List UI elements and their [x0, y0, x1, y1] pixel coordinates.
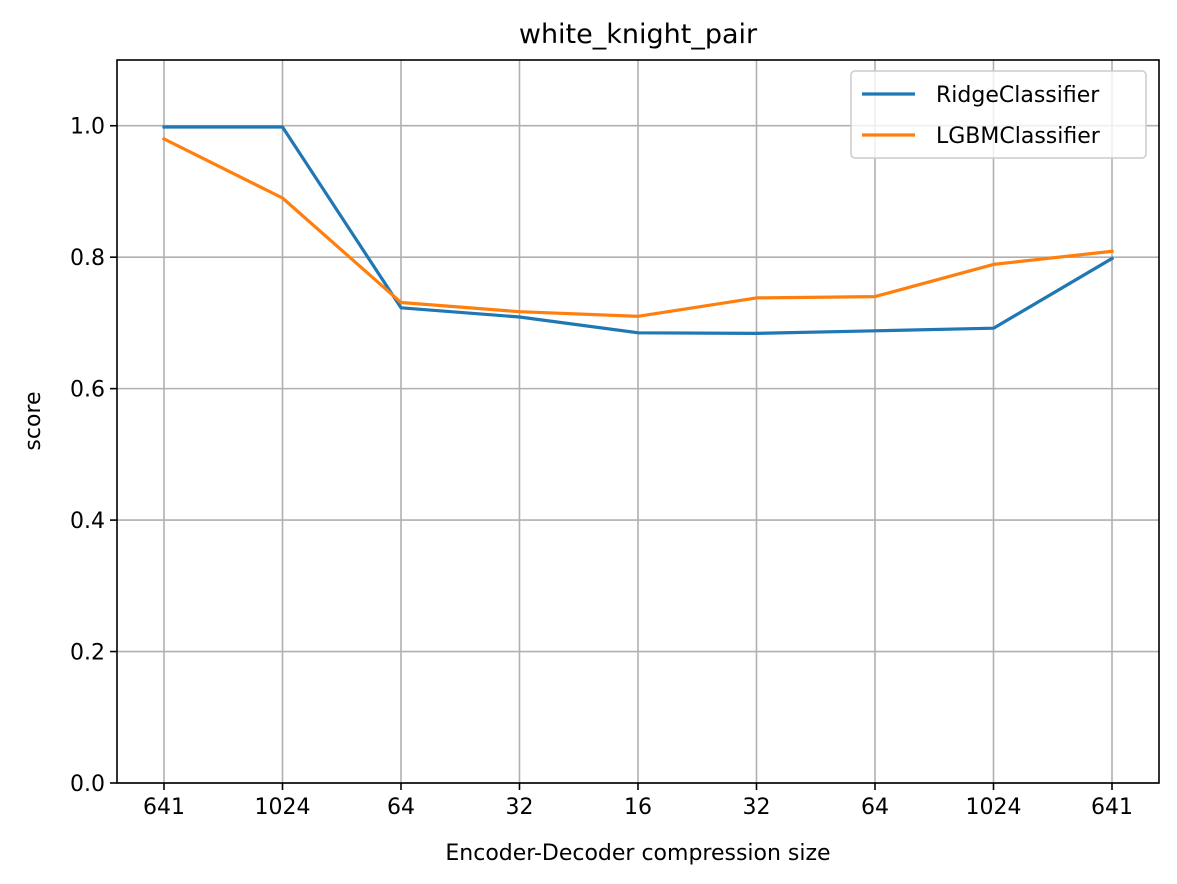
y-tick-label: 0.2	[70, 641, 105, 666]
series-layer	[161, 125, 1115, 335]
y-tick-label: 0.8	[70, 246, 105, 271]
x-tick: 16	[624, 783, 652, 820]
x-tick-label: 1024	[966, 795, 1022, 820]
x-tick: 641	[143, 783, 185, 820]
x-tick: 641	[1091, 783, 1133, 820]
x-axis-label: Encoder-Decoder compression size	[445, 841, 830, 866]
x-tick-label: 32	[506, 795, 534, 820]
y-tick-label: 1.0	[70, 115, 105, 140]
x-tick-label: 1024	[255, 795, 311, 820]
x-axis-ticks: 641 1024 64 32 16 32 64 1024 641	[143, 783, 1133, 820]
legend-label: LGBMClassifier	[936, 124, 1101, 149]
legend-label: RidgeClassifier	[936, 83, 1100, 108]
x-tick-label: 64	[387, 795, 415, 820]
y-tick: 0.0	[70, 772, 117, 797]
x-tick: 32	[743, 783, 771, 820]
series-line-ridgeclassifier	[162, 125, 1115, 335]
series-line-lgbmclassifier	[161, 136, 1114, 318]
x-tick: 32	[506, 783, 534, 820]
legend: RidgeClassifier LGBMClassifier	[850, 70, 1147, 159]
y-tick: 0.4	[70, 509, 117, 534]
legend-item: RidgeClassifier	[862, 83, 1100, 108]
y-tick-label: 0.0	[70, 772, 105, 797]
y-tick-label: 0.4	[70, 509, 105, 534]
y-tick-label: 0.6	[70, 378, 105, 403]
x-tick-label: 641	[143, 795, 185, 820]
y-tick: 1.0	[70, 115, 117, 140]
x-tick: 1024	[966, 783, 1022, 820]
x-tick-label: 16	[624, 795, 652, 820]
chart-title: white_knight_pair	[519, 19, 758, 50]
x-tick-label: 641	[1091, 795, 1133, 820]
legend-box	[850, 70, 1147, 159]
x-tick-label: 32	[743, 795, 771, 820]
y-axis-ticks: 0.0 0.2 0.4 0.6 0.8 1.0	[70, 115, 117, 797]
y-tick: 0.2	[70, 641, 117, 666]
y-axis-label: score	[21, 391, 46, 450]
y-tick: 0.8	[70, 246, 117, 271]
x-tick: 64	[387, 783, 415, 820]
x-tick: 64	[861, 783, 889, 820]
x-tick: 1024	[255, 783, 311, 820]
x-tick-label: 64	[861, 795, 889, 820]
y-tick: 0.6	[70, 378, 117, 403]
legend-items: RidgeClassifier LGBMClassifier	[862, 83, 1101, 149]
legend-item: LGBMClassifier	[862, 124, 1101, 149]
